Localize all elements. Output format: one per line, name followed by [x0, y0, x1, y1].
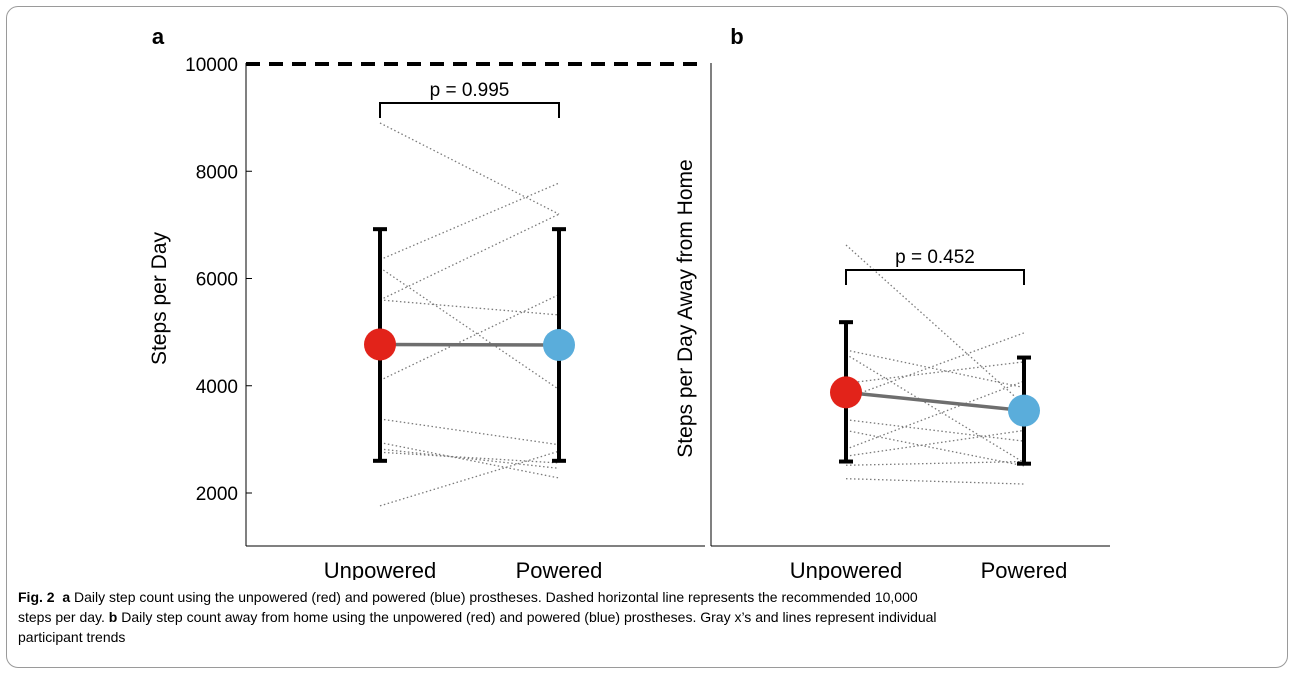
y-axis-label-a: Steps per Day [148, 231, 171, 365]
participant-trend-line [845, 349, 1025, 389]
y-tick-label: 8000 [196, 162, 238, 183]
significance-label: p = 0.995 [430, 80, 510, 101]
y-tick-label: 10000 [185, 55, 238, 76]
participant-trend-line [379, 418, 560, 446]
significance-label: p = 0.452 [895, 247, 975, 268]
panel-label-a: a [152, 24, 165, 49]
x-category-label-unpowered: Unpowered [790, 558, 903, 580]
figure-frame [6, 6, 1288, 668]
mean-marker-unpowered [830, 376, 862, 409]
participant-trend-line [379, 451, 560, 464]
figure-caption: Fig. 2 a Daily step count using the unpo… [18, 587, 1273, 647]
participant-trend-line [845, 353, 1025, 464]
mean-marker-powered [1008, 394, 1040, 427]
figure-charts: a 2000 4000 6000 8000 10000 Steps per Day Unpow… [148, 24, 1110, 580]
participant-trend-line [379, 294, 560, 381]
significance-bracket [379, 102, 560, 118]
participant-trend-line [379, 182, 560, 261]
participant-trend-line [845, 460, 1025, 466]
y-tick-label: 2000 [196, 484, 238, 505]
caption-panel-a-text: Daily step count using the unpowered (re… [74, 589, 918, 605]
participant-trend-line [845, 380, 1025, 450]
x-category-label-powered: Powered [981, 558, 1068, 580]
participant-trend-line [379, 267, 560, 391]
mean-marker-unpowered [364, 328, 396, 361]
y-axis-label-b: Steps per Day Away from Home [674, 159, 697, 457]
mean-marker-powered [543, 328, 575, 361]
caption-panel-a-label: a [62, 589, 71, 605]
participant-trend-line [845, 244, 1025, 406]
caption-panel-b-label: b [108, 609, 118, 625]
mean-connector-line [379, 342, 560, 347]
panel-b: b Steps per Day Away from Home Unpowered Po… [674, 24, 1110, 580]
caption-fig-label: Fig. 2 [18, 589, 55, 605]
participant-trend-line [379, 441, 560, 479]
caption-line-2: steps per day. b Daily step count away f… [18, 607, 1273, 627]
panel-a: a 2000 4000 6000 8000 10000 Steps per Day Unpow… [148, 24, 705, 580]
participant-trend-line [845, 429, 1025, 467]
participant-trend-line [845, 361, 1025, 384]
participant-trend-line [845, 419, 1025, 442]
x-category-label-unpowered: Unpowered [324, 558, 437, 580]
participant-trend-line [379, 122, 560, 215]
participant-trend-line [379, 450, 560, 507]
x-category-label-powered: Powered [516, 558, 603, 580]
y-tick-label: 4000 [196, 377, 238, 398]
caption-line-3: participant trends [18, 629, 126, 645]
significance-bracket [845, 269, 1025, 285]
participant-trend-line [845, 478, 1025, 485]
caption-line-1: Fig. 2 a Daily step count using the unpo… [18, 587, 1273, 607]
participant-trend-line [845, 429, 1025, 457]
participant-trend-line [379, 213, 560, 301]
caption-panel-b-text: Daily step count away from home using th… [121, 609, 937, 625]
participant-trend-line [379, 448, 560, 469]
mean-connector-line [845, 390, 1025, 413]
panel-label-b: b [730, 24, 743, 49]
caption-line-2-start: steps per day. [18, 609, 105, 625]
y-tick-label: 6000 [196, 270, 238, 291]
